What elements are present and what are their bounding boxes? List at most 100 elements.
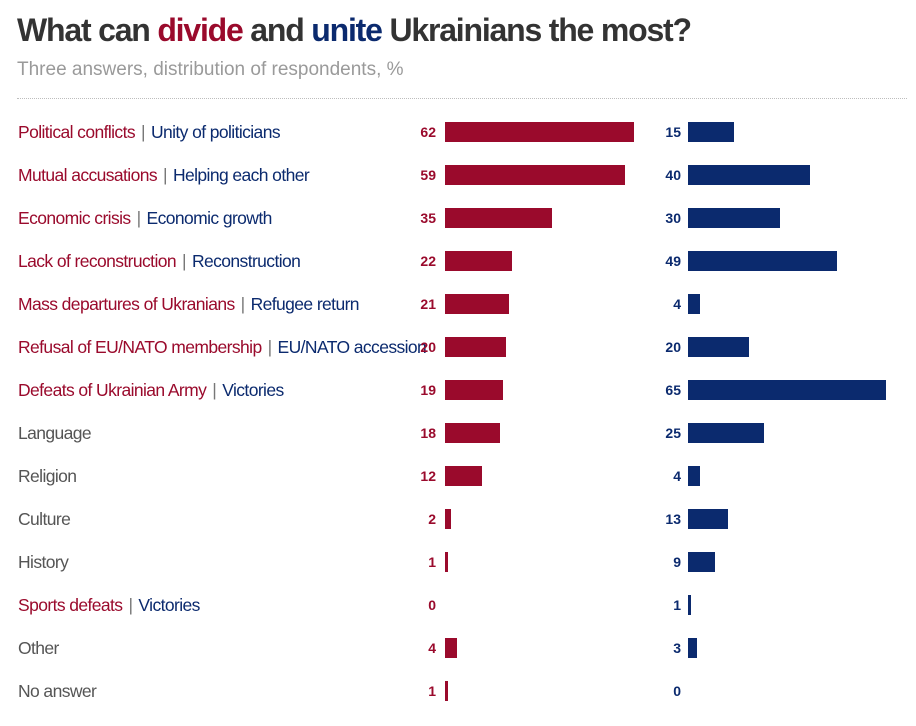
unite-label: Victories [138,595,200,615]
title-part1: What can [17,12,158,48]
chart-row: Mass departures of Ukranians | Refugee ret… [0,283,916,326]
unite-value-label: 20 [665,339,681,355]
unite-bar [688,251,838,271]
divide-label: Mutual accusations [18,165,158,185]
divide-value-label: 19 [420,382,436,398]
divide-value-label: 20 [420,339,436,355]
title-part2: and [242,12,312,48]
unite-value-label: 9 [673,554,681,570]
unite-bar [688,165,810,185]
category-label: Mutual accusations | Helping each other [18,154,310,197]
label-separator: | [140,122,146,142]
unite-value-label: 13 [665,511,681,527]
chart-title: What can divide and unite Ukrainians the… [17,12,692,49]
label-separator: | [136,208,142,228]
divide-label: Sports defeats [18,595,123,615]
title-part3: Ukrainians the most? [381,12,692,48]
divide-bar [445,294,510,314]
unite-label: Unity of politicians [150,122,281,142]
category-label: Mass departures of Ukranians | Refugee ret… [18,283,360,326]
chart-row: Defeats of Ukrainian Army | Victories 19 65 [0,369,916,412]
label-separator: | [128,595,133,615]
dotted-divider [17,98,907,99]
divide-value-label: 12 [420,468,436,484]
divide-value-label: 21 [420,296,436,312]
divide-label: Defeats of Ukrainian Army [18,380,207,400]
title-unite-word: unite [311,12,383,48]
divide-label: Political conflicts [18,122,136,142]
divide-value-label: 1 [428,683,436,699]
unite-bar [688,380,887,400]
neutral-label: No answer [18,681,97,701]
divide-bar [445,251,513,271]
divide-bar [445,165,625,185]
chart-row: History 1 9 [0,541,916,584]
divide-bar [445,423,500,443]
divide-bar [445,509,452,529]
chart-row: Religion 12 4 [0,455,916,498]
unite-bar [688,122,734,142]
divide-bar [445,337,506,357]
label-separator: | [240,294,246,314]
chart-row: Refusal of EU/NATO membership | EU/NATO ac… [0,326,916,369]
category-label: History [18,541,69,584]
unite-label: Victories [222,380,284,400]
label-separator: | [267,337,273,357]
unite-bar [688,509,728,529]
category-label: Political conflicts | Unity of politicians [18,111,281,154]
unite-value-label: 4 [673,296,681,312]
unite-bar [688,294,701,314]
category-label: Other [18,627,59,670]
category-label: Defeats of Ukrainian Army | Victories [18,369,284,412]
chart-row: Economic crisis | Economic growth 35 30 [0,197,916,240]
neutral-label: Religion [18,466,77,486]
category-label: Culture [18,498,71,541]
chart-row: Mutual accusations | Helping each other 59 4… [0,154,916,197]
chart-row: Political conflicts | Unity of politicians… [0,111,916,154]
category-label: Sports defeats | Victories [18,584,200,627]
neutral-label: Other [18,638,59,658]
category-label: Refusal of EU/NATO membership | EU/NATO ac… [18,326,427,369]
divide-bar [445,380,503,400]
divide-value-label: 4 [428,640,436,656]
chart-row: Lack of reconstruction | Reconstruction 22 4… [0,240,916,283]
divide-value-label: 1 [428,554,436,570]
divide-value-label: 59 [420,167,436,183]
divide-label: Economic crisis [18,208,131,228]
category-label: Language [18,412,92,455]
divide-value-label: 22 [420,253,436,269]
divide-value-label: 2 [428,511,436,527]
divide-value-label: 0 [428,597,436,613]
divide-value-label: 62 [420,124,436,140]
label-separator: | [182,251,187,271]
unite-label: Economic growth [146,208,273,228]
chart-row: Sports defeats | Victories 0 1 [0,584,916,627]
divide-bar [445,681,449,701]
unite-bar [688,337,749,357]
unite-value-label: 0 [673,683,681,699]
divide-label: Refusal of EU/NATO membership [18,337,262,357]
divide-bar [445,208,552,228]
unite-value-label: 30 [665,210,681,226]
unite-value-label: 1 [673,597,681,613]
chart-row: No answer 1 0 [0,670,916,713]
unite-label: Refugee return [250,294,360,314]
unite-value-label: 49 [665,253,681,269]
divide-value-label: 35 [420,210,436,226]
category-label: Lack of reconstruction | Reconstruction [18,240,301,283]
unite-value-label: 25 [665,425,681,441]
divide-label: Mass departures of Ukranians [18,294,235,314]
divide-bar [445,552,449,572]
category-label: Economic crisis | Economic growth [18,197,272,240]
divide-bar [445,466,482,486]
divide-label: Lack of reconstruction [18,251,177,271]
divide-bar [445,122,635,142]
unite-bar [688,638,698,658]
unite-bar [688,466,701,486]
unite-value-label: 40 [665,167,681,183]
unite-bar [688,208,780,228]
unite-value-label: 15 [665,124,681,140]
neutral-label: Culture [18,509,71,529]
unite-bar [688,423,765,443]
unite-value-label: 65 [665,382,681,398]
